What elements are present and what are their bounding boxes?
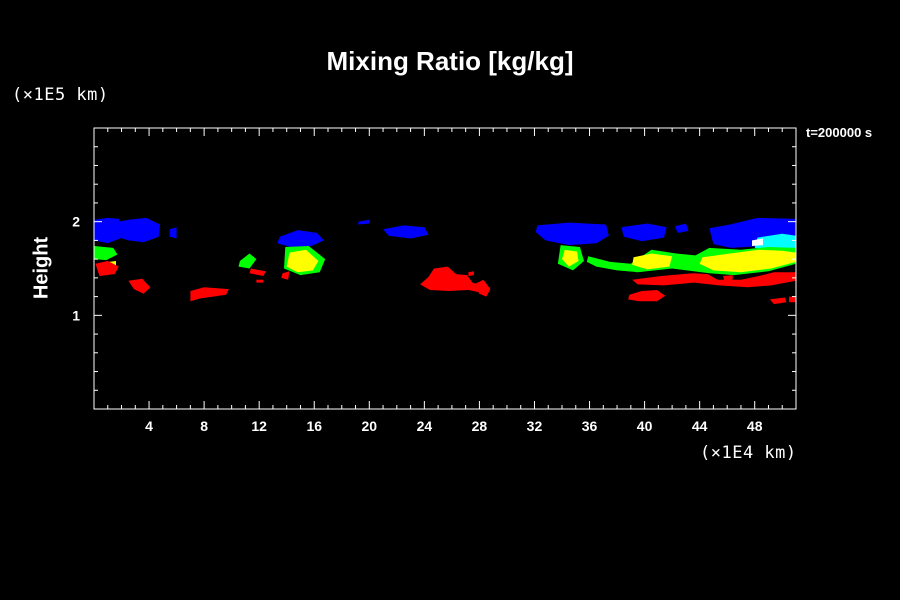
- region-red-25: [249, 268, 267, 276]
- region-green-13: [238, 253, 257, 269]
- x-axis-unit-label: (×1E4 km): [700, 443, 797, 463]
- region-blue-1: [109, 217, 161, 243]
- region-yellow-20: [699, 249, 796, 273]
- y-axis-unit-label: (×1E5 km): [12, 85, 109, 105]
- x-tick-label: 44: [692, 418, 708, 434]
- field-regions: [94, 217, 796, 305]
- x-tick-label: 4: [145, 418, 153, 434]
- region-red-31: [632, 272, 796, 288]
- x-tick-label: 36: [582, 418, 598, 434]
- region-red-35: [723, 275, 733, 281]
- region-red-23: [128, 278, 151, 294]
- region-yellow-17: [286, 249, 319, 273]
- region-blue-8: [674, 223, 689, 233]
- x-tick-label: 24: [417, 418, 433, 434]
- x-tick-label: 8: [200, 418, 208, 434]
- x-tick-label: 16: [306, 418, 322, 434]
- time-annotation: t=200000 s: [806, 125, 873, 140]
- region-green-12: [94, 246, 118, 261]
- region-cyan-10: [754, 233, 796, 251]
- region-blue-7: [621, 223, 667, 242]
- x-tick-label: 40: [637, 418, 653, 434]
- region-blue-2: [169, 227, 177, 239]
- region-red-33: [769, 297, 787, 305]
- region-yellow-18: [562, 249, 579, 267]
- region-yellow-19: [632, 253, 673, 270]
- region-blue-4: [358, 219, 370, 225]
- y-tick-label: 1: [72, 307, 80, 323]
- region-red-26: [281, 271, 290, 280]
- region-blue-5: [383, 225, 429, 239]
- region-red-32: [628, 290, 666, 302]
- x-tick-label: 48: [747, 418, 763, 434]
- x-tick-label: 20: [362, 418, 378, 434]
- region-red-30: [468, 271, 474, 276]
- x-tick-label: 32: [527, 418, 543, 434]
- region-red-28: [420, 266, 483, 293]
- x-tick-label: 28: [472, 418, 488, 434]
- region-red-29: [473, 279, 491, 297]
- region-red-22: [95, 261, 119, 276]
- region-white-11: [752, 238, 763, 246]
- region-red-34: [789, 296, 796, 303]
- region-blue-6: [535, 222, 609, 246]
- x-tick-label: 12: [251, 418, 267, 434]
- chart-title: Mixing Ratio [kg/kg]: [326, 46, 574, 76]
- region-blue-3: [277, 230, 324, 247]
- region-red-24: [190, 287, 229, 302]
- region-red-27: [256, 279, 264, 283]
- plot-frame: [93, 127, 797, 410]
- y-tick-label: 2: [72, 214, 80, 230]
